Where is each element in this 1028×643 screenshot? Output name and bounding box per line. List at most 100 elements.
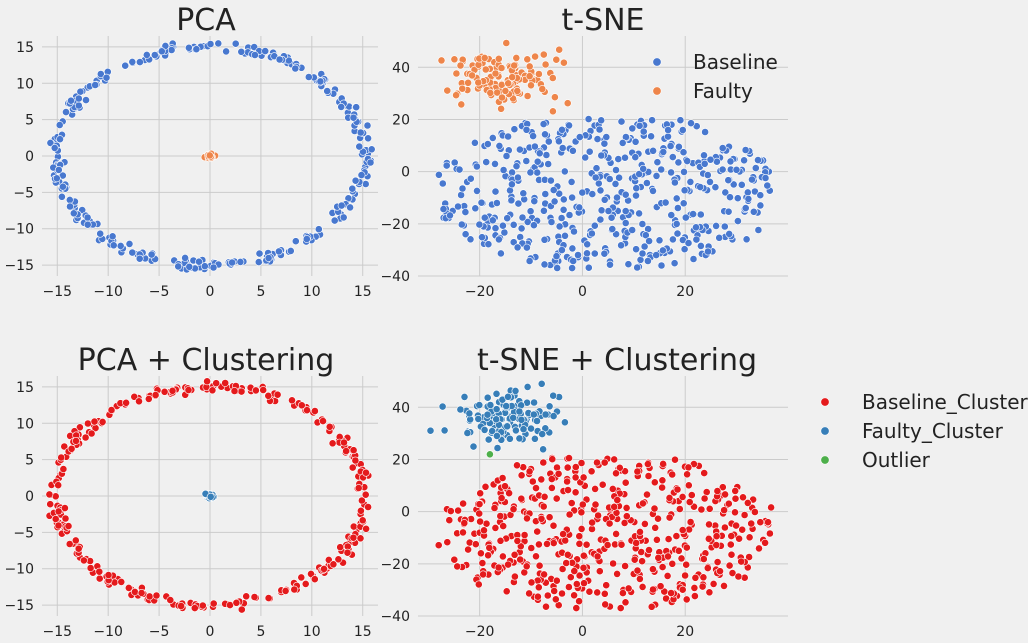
data-point [533, 168, 542, 177]
data-point [649, 565, 657, 574]
data-point [348, 184, 357, 193]
data-point [533, 417, 541, 425]
data-point [455, 165, 464, 174]
data-point [697, 241, 705, 250]
data-point [446, 211, 454, 220]
data-point [713, 157, 721, 166]
data-point [600, 589, 609, 598]
data-point [74, 544, 83, 553]
data-point [544, 160, 553, 168]
data-point [125, 239, 134, 248]
data-point [264, 391, 273, 400]
data-point [681, 571, 689, 580]
data-point [537, 475, 546, 484]
data-point [587, 467, 596, 476]
data-point [569, 257, 578, 265]
data-point [652, 251, 661, 259]
data-point [686, 177, 695, 186]
data-point [672, 532, 681, 540]
data-point [516, 145, 524, 154]
data-point [491, 224, 500, 233]
data-point [558, 125, 566, 134]
data-point [588, 518, 596, 527]
y-tick-label: 40 [392, 400, 410, 416]
data-point [632, 245, 640, 254]
data-point [635, 121, 644, 130]
data-point [310, 575, 319, 584]
data-point [549, 539, 558, 547]
data-point [510, 61, 519, 70]
data-point [488, 216, 497, 225]
data-point [728, 569, 737, 577]
data-point [307, 570, 315, 578]
subplot-title: PCA + Clustering [78, 343, 335, 378]
data-point [718, 144, 727, 152]
data-point [676, 116, 685, 125]
data-point [721, 523, 729, 532]
data-point [638, 557, 646, 566]
data-point [649, 186, 657, 195]
data-point [230, 387, 239, 395]
data-point [687, 119, 695, 128]
data-point [548, 483, 556, 492]
data-point [764, 518, 772, 527]
data-point [610, 502, 619, 511]
data-point [523, 92, 532, 100]
y-tick-label: 0 [25, 489, 34, 505]
data-point [704, 534, 713, 543]
data-point [534, 583, 543, 592]
data-point [443, 538, 452, 547]
data-point [687, 491, 696, 499]
data-point [680, 167, 688, 176]
data-point [543, 591, 552, 600]
data-point [615, 173, 623, 182]
data-point [731, 508, 739, 517]
data-point [622, 133, 630, 141]
data-point [65, 540, 74, 548]
data-point [726, 193, 734, 202]
data-point [519, 425, 528, 434]
data-point [600, 249, 609, 258]
data-point [461, 230, 470, 239]
data-point [513, 243, 522, 252]
data-point [352, 103, 361, 112]
data-point [504, 392, 512, 401]
data-point [351, 456, 360, 465]
data-point [480, 213, 489, 222]
data-point [502, 39, 511, 47]
data-point [80, 556, 88, 565]
data-point [98, 417, 107, 426]
data-point [474, 78, 483, 87]
y-tick-label: −40 [380, 269, 410, 285]
data-point [519, 189, 528, 198]
data-point [686, 518, 695, 526]
data-point [76, 87, 85, 96]
data-point [740, 511, 749, 519]
data-point [767, 503, 775, 512]
data-point [732, 165, 741, 174]
data-point [541, 190, 550, 198]
data-point [724, 176, 733, 185]
data-point [50, 143, 59, 152]
data-point [734, 572, 743, 581]
data-point [545, 402, 554, 411]
data-point [529, 410, 538, 419]
data-point [567, 177, 576, 186]
data-point [488, 427, 497, 435]
data-point [150, 51, 159, 59]
data-point [641, 520, 649, 528]
data-point [659, 459, 667, 468]
data-point [86, 564, 95, 572]
series-baseline-cluster [45, 377, 373, 614]
data-point [82, 96, 90, 104]
data-point [657, 165, 666, 174]
data-point [713, 558, 722, 566]
data-point [558, 144, 567, 152]
data-point [530, 398, 538, 407]
data-point [583, 249, 591, 258]
data-point [108, 232, 117, 241]
data-point [682, 543, 691, 552]
data-point [579, 563, 588, 572]
data-point [575, 532, 584, 541]
data-point [480, 425, 489, 434]
